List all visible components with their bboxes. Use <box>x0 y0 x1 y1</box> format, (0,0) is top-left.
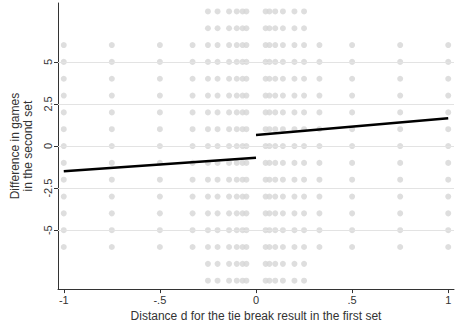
svg-text:5: 5 <box>42 59 54 65</box>
svg-text:0: 0 <box>42 143 54 149</box>
svg-text:-2.5: -2.5 <box>42 179 54 198</box>
svg-text:1: 1 <box>445 294 451 306</box>
svg-text:Difference in games: Difference in games <box>8 93 22 200</box>
svg-text:2.5: 2.5 <box>42 96 54 111</box>
svg-text:Distance d for the tie break r: Distance d for the tie break result in t… <box>131 309 382 323</box>
svg-text:-.5: -.5 <box>153 294 166 306</box>
svg-text:in the second set: in the second set <box>21 100 35 191</box>
svg-text:.5: .5 <box>348 294 357 306</box>
svg-text:-5: -5 <box>42 225 54 235</box>
svg-text:0: 0 <box>253 294 259 306</box>
svg-text:-1: -1 <box>59 294 69 306</box>
